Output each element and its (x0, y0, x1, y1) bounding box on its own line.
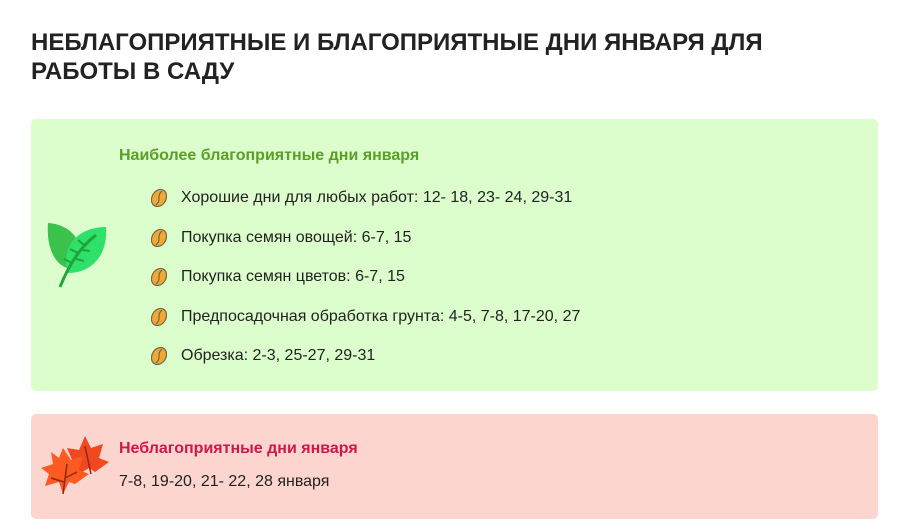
list-item: Покупка семян овощей: 6-7, 15 (151, 228, 580, 269)
item-text: Хорошие дни для любых работ: 12- 18, 23-… (181, 189, 573, 206)
unfavorable-days-box: Неблагоприятные дни января 7-8, 19-20, 2… (31, 414, 878, 519)
leaf-icon (47, 223, 107, 288)
coffee-bean-icon (151, 188, 167, 208)
item-text: Предпосадочная обработка грунта: 4-5, 7-… (181, 307, 581, 325)
list-item: Обрезка: 2-3, 25-27, 29-31 (151, 346, 580, 387)
item-text: Покупка семян овощей: 6-7, 15 (181, 228, 412, 246)
unfavorable-title: Неблагоприятные дни января (119, 440, 358, 457)
item-text: Обрезка: 2-3, 25-27, 29-31 (181, 347, 376, 364)
favorable-title: Наиболее благоприятные дни января (119, 147, 420, 164)
list-item: Хорошие дни для любых работ: 12- 18, 23-… (151, 188, 580, 229)
coffee-bean-icon (151, 267, 167, 287)
coffee-bean-icon (151, 346, 167, 366)
list-item: Предпосадочная обработка грунта: 4-5, 7-… (151, 307, 581, 348)
list-item: Покупка семян цветов: 6-7, 15 (151, 267, 580, 308)
item-text: Покупка семян цветов: 6-7, 15 (181, 268, 405, 285)
unfavorable-dates: 7-8, 19-20, 21- 22, 28 января (119, 473, 330, 490)
favorable-list: Хорошие дни для любых работ: 12- 18, 23-… (151, 188, 581, 387)
favorable-days-box: Наиболее благоприятные дни января Хороши… (31, 119, 878, 391)
maple-leaves-icon (41, 436, 109, 495)
coffee-bean-icon (151, 228, 167, 247)
coffee-bean-icon (151, 307, 167, 326)
page-title: НЕБЛАГОПРИЯТНЫЕ И БЛАГОПРИЯТНЫЕ ДНИ ЯНВА… (31, 29, 763, 85)
